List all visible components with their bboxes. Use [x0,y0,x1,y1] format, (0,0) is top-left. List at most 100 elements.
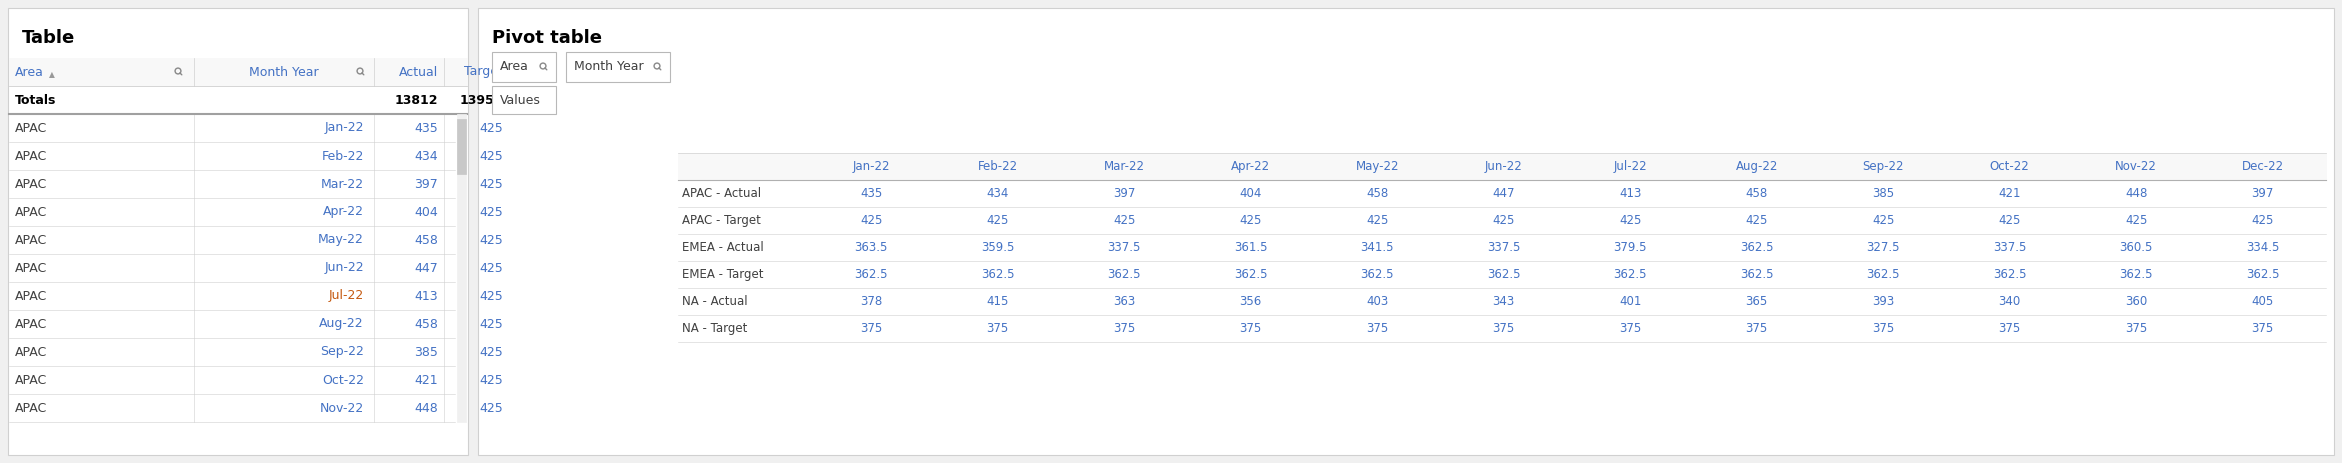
Text: 425: 425 [2124,214,2148,227]
Text: 425: 425 [1618,214,1642,227]
Text: 447: 447 [1492,187,1515,200]
Text: 393: 393 [1871,295,1895,308]
Text: Target: Target [464,65,504,79]
Text: Totals: Totals [14,94,56,106]
Text: 362.5: 362.5 [1234,268,1267,281]
Bar [9,58,466,86]
Text: 13950: 13950 [459,94,504,106]
Text: 375: 375 [1998,322,2021,335]
Text: 425: 425 [480,345,504,358]
Text: 362.5: 362.5 [1867,268,1899,281]
Text: 425: 425 [480,401,504,414]
Text: 375: 375 [2124,322,2148,335]
Text: Actual: Actual [398,65,438,79]
Text: 447: 447 [415,262,438,275]
Text: 425: 425 [1998,214,2021,227]
Text: 415: 415 [986,295,1009,308]
Text: 375: 375 [2251,322,2274,335]
Text: 458: 458 [1365,187,1389,200]
Text: Aug-22: Aug-22 [319,318,363,331]
Text: Oct-22: Oct-22 [1991,160,2031,173]
Text: 425: 425 [480,121,504,134]
Text: 375: 375 [1492,322,1515,335]
Text: 413: 413 [415,289,438,302]
Text: 361.5: 361.5 [1234,241,1267,254]
Text: Pivot table: Pivot table [492,29,602,47]
Bar [567,52,670,82]
Bar [492,52,555,82]
Text: APAC: APAC [14,233,47,246]
Text: Area: Area [499,61,529,74]
Bar [478,8,2335,455]
Text: 375: 375 [860,322,883,335]
Text: Table: Table [21,29,75,47]
Text: 337.5: 337.5 [1993,241,2026,254]
Text: 425: 425 [1112,214,1136,227]
Text: 362.5: 362.5 [1740,268,1773,281]
Text: 458: 458 [1745,187,1768,200]
Text: 458: 458 [415,233,438,246]
Text: Month Year: Month Year [248,65,319,79]
Text: 425: 425 [480,177,504,190]
Text: Feb-22: Feb-22 [321,150,363,163]
Text: 362.5: 362.5 [855,268,888,281]
Text: 397: 397 [2251,187,2274,200]
Text: 363: 363 [1112,295,1136,308]
Text: 421: 421 [415,374,438,387]
Text: Sep-22: Sep-22 [1862,160,1904,173]
Text: 448: 448 [415,401,438,414]
Text: APAC: APAC [14,206,47,219]
Text: Jan-22: Jan-22 [326,121,363,134]
Text: Nov-22: Nov-22 [321,401,363,414]
Text: APAC - Target: APAC - Target [682,214,761,227]
Text: 362.5: 362.5 [1614,268,1646,281]
Text: 435: 435 [860,187,883,200]
Text: APAC: APAC [14,374,47,387]
Text: APAC: APAC [14,401,47,414]
Text: 458: 458 [415,318,438,331]
Text: 413: 413 [1618,187,1642,200]
Text: 425: 425 [860,214,883,227]
Text: 362.5: 362.5 [1361,268,1393,281]
Text: Jun-22: Jun-22 [326,262,363,275]
Text: 375: 375 [1239,322,1262,335]
Text: Values: Values [499,94,541,106]
Text: Area: Area [14,65,44,79]
Text: 425: 425 [480,374,504,387]
Text: 435: 435 [415,121,438,134]
Text: Mar-22: Mar-22 [321,177,363,190]
Text: APAC: APAC [14,262,47,275]
Text: Month Year: Month Year [574,61,644,74]
Text: 425: 425 [1492,214,1515,227]
Text: APAC: APAC [14,150,47,163]
Bar [7,8,468,455]
Text: 425: 425 [480,150,504,163]
Text: 397: 397 [1112,187,1136,200]
Text: Apr-22: Apr-22 [323,206,363,219]
Text: Sep-22: Sep-22 [321,345,363,358]
Text: 362.5: 362.5 [2246,268,2279,281]
Text: 359.5: 359.5 [981,241,1014,254]
Text: Oct-22: Oct-22 [321,374,363,387]
Text: 375: 375 [1112,322,1136,335]
Text: Apr-22: Apr-22 [1232,160,1269,173]
Text: 360.5: 360.5 [2120,241,2152,254]
Text: 375: 375 [1745,322,1768,335]
Text: 327.5: 327.5 [1867,241,1899,254]
Text: 434: 434 [986,187,1009,200]
Text: 337.5: 337.5 [1487,241,1520,254]
Text: 425: 425 [1871,214,1895,227]
Bar [492,86,555,114]
Text: 425: 425 [480,233,504,246]
Text: 448: 448 [2124,187,2148,200]
Text: 360: 360 [2124,295,2148,308]
Text: 403: 403 [1365,295,1389,308]
Text: Aug-22: Aug-22 [1735,160,1778,173]
Text: 425: 425 [1239,214,1262,227]
Bar [457,119,466,174]
Text: Dec-22: Dec-22 [2241,160,2283,173]
Text: 425: 425 [986,214,1009,227]
Text: Jul-22: Jul-22 [328,289,363,302]
Bar [677,153,2326,180]
Text: 434: 434 [415,150,438,163]
